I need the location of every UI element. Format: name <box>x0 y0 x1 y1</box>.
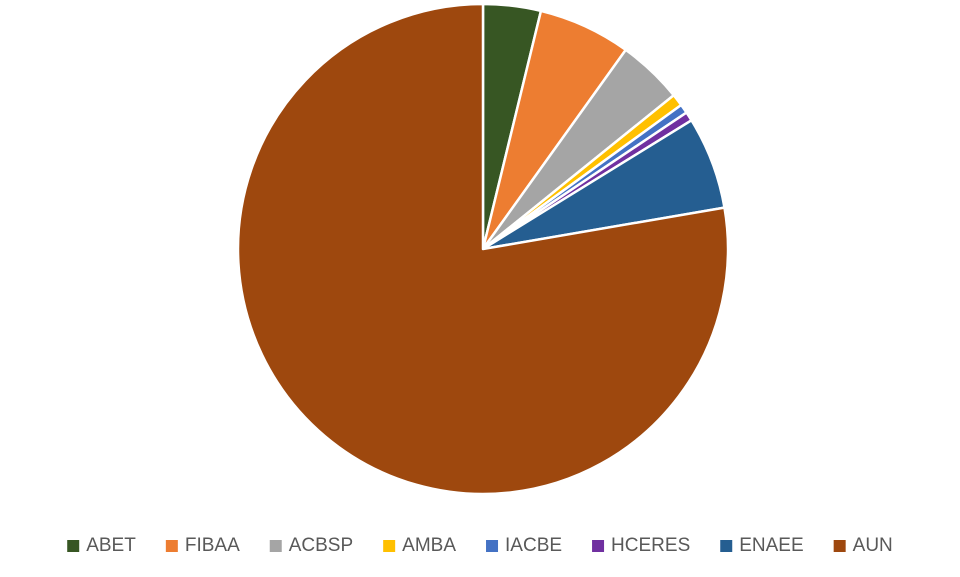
legend-label: HCERES <box>611 535 690 556</box>
legend-swatch <box>383 540 396 552</box>
legend-label: IACBE <box>505 535 562 556</box>
pie-slice <box>236 2 730 496</box>
legend-label: ENAEE <box>739 535 803 556</box>
legend-label: ABET <box>86 535 136 556</box>
legend-swatch <box>67 540 80 552</box>
legend-label: ACBSP <box>289 535 353 556</box>
legend-swatch <box>833 540 846 552</box>
legend-swatch <box>720 540 733 552</box>
legend-label: FIBAA <box>185 535 240 556</box>
legend-label: AUN <box>853 535 893 556</box>
legend-label: AMBA <box>402 535 456 556</box>
legend: ABET FIBAA ACBSP AMBA IACBE HCERES ENAEE AUN <box>67 535 893 556</box>
legend-swatch <box>592 540 605 552</box>
legend-swatch <box>165 540 178 552</box>
legend-swatch <box>486 540 499 552</box>
legend-swatch <box>269 540 282 552</box>
